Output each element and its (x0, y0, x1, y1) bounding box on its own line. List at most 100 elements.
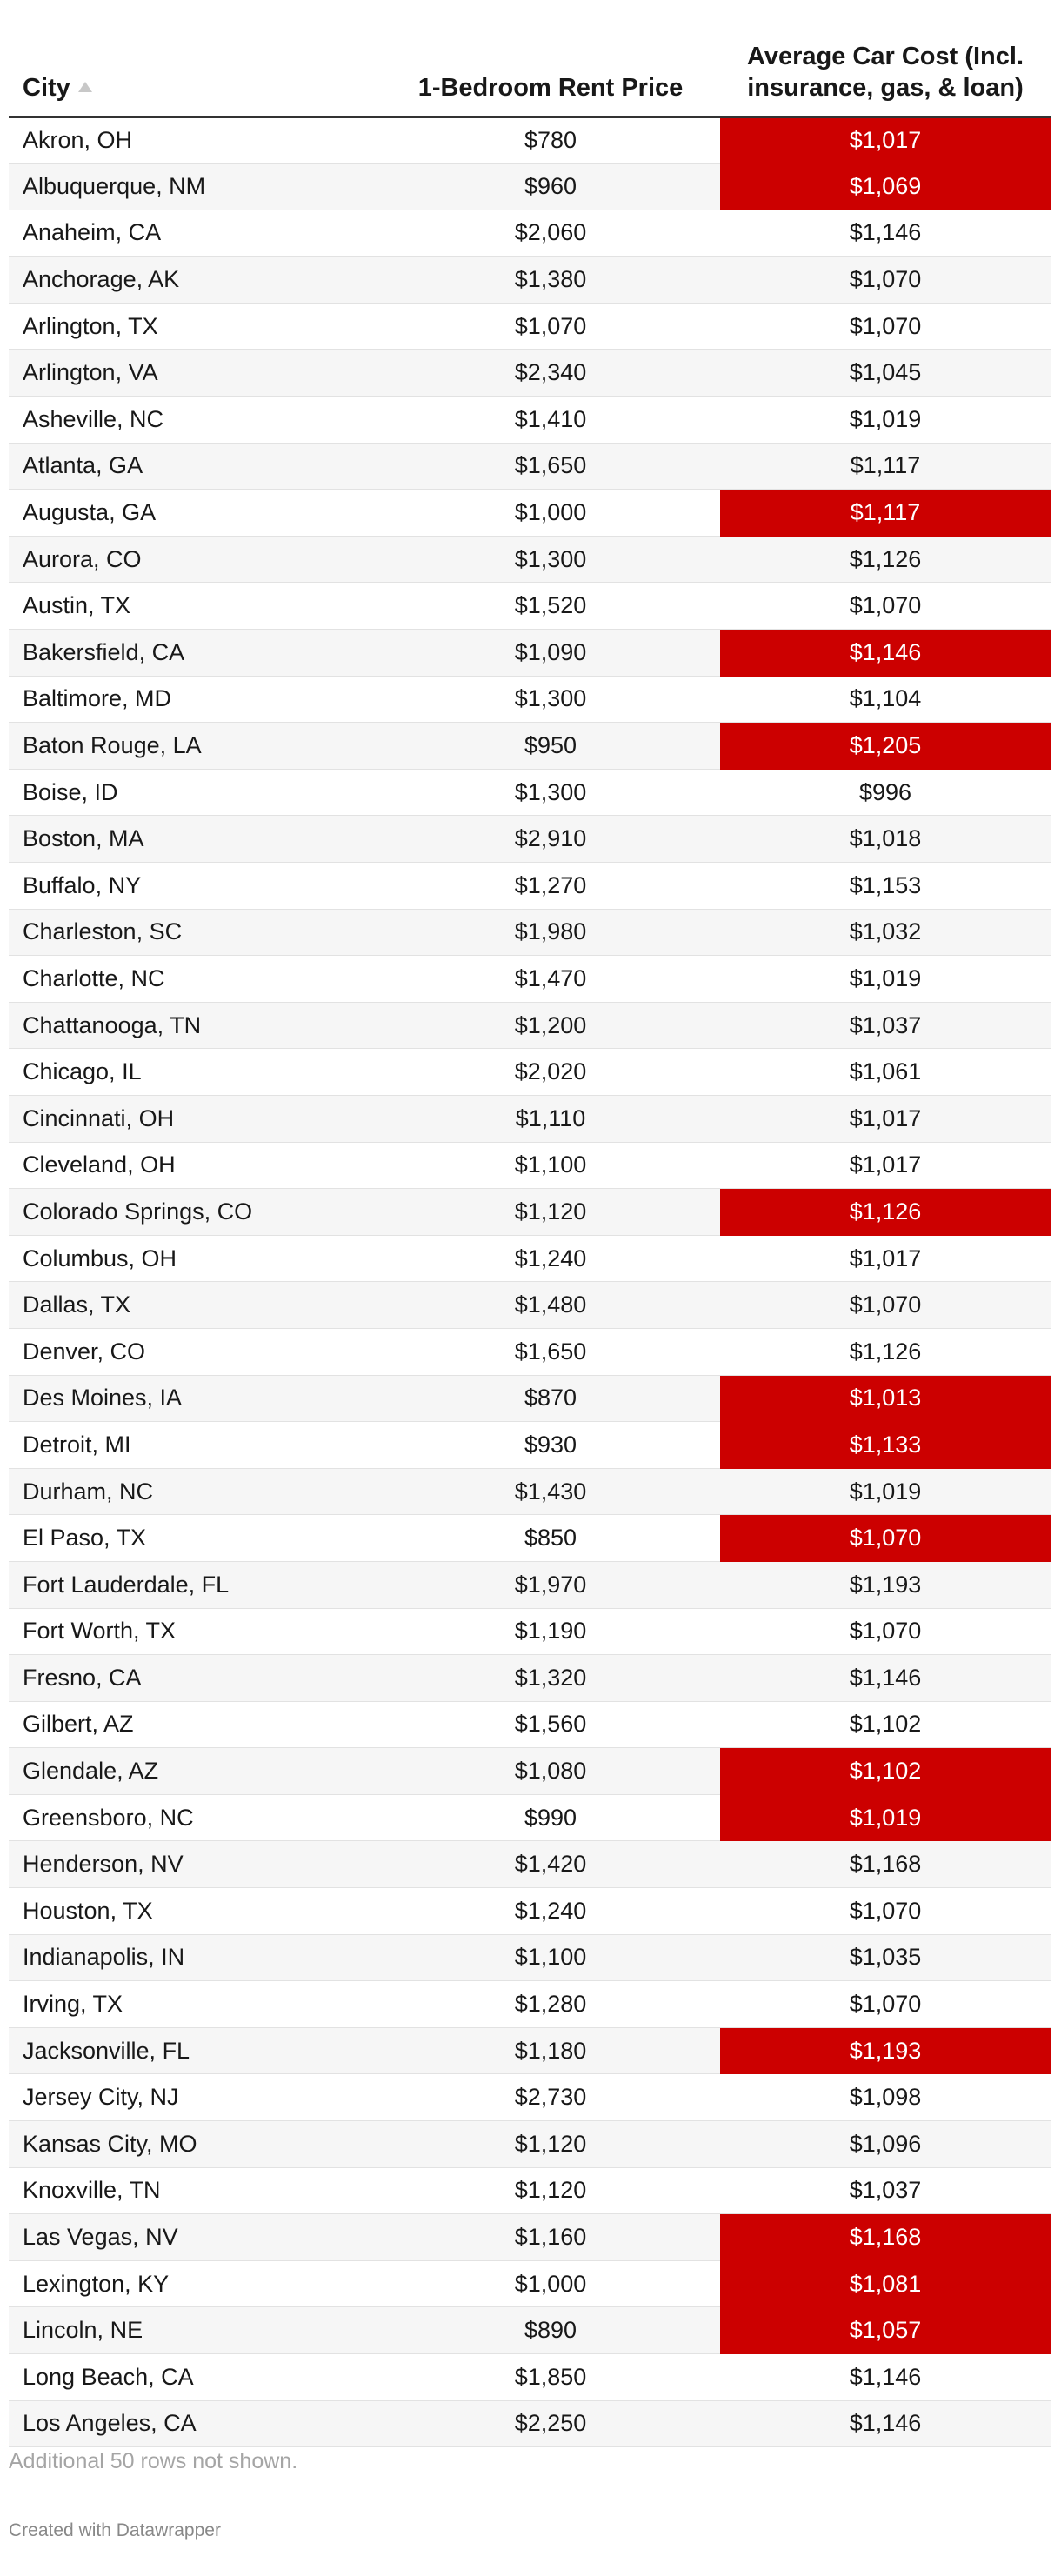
cell-car-cost: $1,146 (720, 2353, 1051, 2401)
cell-rent-price: $1,300 (381, 676, 720, 724)
cell-rent-price: $1,850 (381, 2353, 720, 2401)
table-row: Cincinnati, OH $1,110 $1,017 (9, 1095, 1051, 1143)
table-row: Austin, TX $1,520 $1,070 (9, 582, 1051, 631)
cell-rent-price: $1,100 (381, 1934, 720, 1982)
cell-car-cost: $1,096 (720, 2120, 1051, 2168)
cell-car-cost: $1,168 (720, 1840, 1051, 1889)
cell-car-cost: $1,045 (720, 349, 1051, 397)
cell-city: Columbus, OH (9, 1235, 381, 1283)
cell-rent-price: $1,000 (381, 2260, 720, 2308)
cell-car-cost-highlighted: $1,081 (720, 2260, 1051, 2308)
column-header-rent[interactable]: 1-Bedroom Rent Price (381, 33, 720, 118)
column-header-car-cost[interactable]: Average Car Cost (Incl. insurance, gas, … (720, 33, 1051, 118)
cell-rent-price: $950 (381, 722, 720, 770)
table-row: Buffalo, NY $1,270 $1,153 (9, 862, 1051, 910)
cell-rent-price: $1,190 (381, 1608, 720, 1656)
table-row: Fort Lauderdale, FL $1,970 $1,193 (9, 1561, 1051, 1609)
cell-rent-price: $1,410 (381, 396, 720, 444)
cell-rent-price: $1,420 (381, 1840, 720, 1889)
cell-car-cost: $1,018 (720, 815, 1051, 863)
cell-rent-price: $1,240 (381, 1235, 720, 1283)
cell-city: Akron, OH (9, 117, 381, 164)
cell-city: Aurora, CO (9, 536, 381, 584)
table-row: Anchorage, AK $1,380 $1,070 (9, 256, 1051, 304)
cell-rent-price: $2,250 (381, 2400, 720, 2448)
table-row: Gilbert, AZ $1,560 $1,102 (9, 1701, 1051, 1749)
cell-car-cost: $1,019 (720, 396, 1051, 444)
cell-car-cost-highlighted: $1,013 (720, 1375, 1051, 1423)
cell-city: Kansas City, MO (9, 2120, 381, 2168)
cell-rent-price: $1,650 (381, 443, 720, 491)
cell-car-cost-highlighted: $1,057 (720, 2306, 1051, 2354)
cell-car-cost: $1,146 (720, 1654, 1051, 1702)
table-row: Asheville, NC $1,410 $1,019 (9, 396, 1051, 444)
cell-car-cost: $1,019 (720, 955, 1051, 1003)
cell-rent-price: $2,060 (381, 210, 720, 257)
cell-city: Des Moines, IA (9, 1375, 381, 1423)
cell-rent-price: $2,910 (381, 815, 720, 863)
cell-car-cost: $1,037 (720, 2167, 1051, 2215)
cell-rent-price: $1,300 (381, 536, 720, 584)
cell-car-cost-highlighted: $1,019 (720, 1794, 1051, 1842)
cell-car-cost: $1,070 (720, 256, 1051, 304)
cell-rent-price: $960 (381, 163, 720, 210)
table-row: Jersey City, NJ $2,730 $1,098 (9, 2073, 1051, 2122)
cell-city: Bakersfield, CA (9, 629, 381, 677)
cell-city: El Paso, TX (9, 1514, 381, 1562)
cell-car-cost-highlighted: $1,102 (720, 1747, 1051, 1795)
column-header-city[interactable]: City (9, 33, 381, 118)
table-header: City 1-Bedroom Rent Price Average Car Co… (9, 33, 1051, 118)
cell-rent-price: $990 (381, 1794, 720, 1842)
cell-car-cost: $1,017 (720, 1235, 1051, 1283)
cell-car-cost: $1,017 (720, 1095, 1051, 1143)
credit-link[interactable]: Created with Datawrapper (9, 2520, 221, 2540)
cell-city: Boston, MA (9, 815, 381, 863)
cell-city: Chattanooga, TN (9, 1002, 381, 1050)
table-row: Jacksonville, FL $1,180 $1,193 (9, 2027, 1051, 2075)
cell-rent-price: $2,340 (381, 349, 720, 397)
cell-city: Jacksonville, FL (9, 2027, 381, 2075)
cell-city: Fort Lauderdale, FL (9, 1561, 381, 1609)
table-row: Knoxville, TN $1,120 $1,037 (9, 2167, 1051, 2215)
cell-city: Las Vegas, NV (9, 2213, 381, 2261)
cell-rent-price: $780 (381, 117, 720, 164)
sort-ascending-icon[interactable] (77, 81, 92, 92)
table-body: Akron, OH $780 $1,017 Albuquerque, NM $960 $1… (9, 117, 1051, 2448)
cell-car-cost: $996 (720, 769, 1051, 817)
data-table: City 1-Bedroom Rent Price Average Car Co… (9, 33, 1051, 2448)
cell-city: Baton Rouge, LA (9, 722, 381, 770)
header-row: City 1-Bedroom Rent Price Average Car Co… (9, 33, 1051, 118)
table-row: Long Beach, CA $1,850 $1,146 (9, 2353, 1051, 2401)
table-row: Lincoln, NE $890 $1,057 (9, 2306, 1051, 2354)
table-row: Charleston, SC $1,980 $1,032 (9, 909, 1051, 957)
cell-city: Irving, TX (9, 1980, 381, 2028)
column-header-car-cost-label: Average Car Cost (Incl. insurance, gas, … (746, 42, 1024, 102)
cell-car-cost: $1,117 (720, 443, 1051, 491)
cell-rent-price: $1,560 (381, 1701, 720, 1749)
cell-car-cost-highlighted: $1,193 (720, 2027, 1051, 2075)
column-header-city-label: City (23, 73, 70, 102)
table-row: Aurora, CO $1,300 $1,126 (9, 536, 1051, 584)
table-row: Boston, MA $2,910 $1,018 (9, 815, 1051, 863)
table-row: Boise, ID $1,300 $996 (9, 769, 1051, 817)
cell-rent-price: $1,000 (381, 489, 720, 537)
cell-car-cost-highlighted: $1,126 (720, 1188, 1051, 1236)
cell-city: Greensboro, NC (9, 1794, 381, 1842)
cell-car-cost-highlighted: $1,146 (720, 629, 1051, 677)
cell-car-cost: $1,032 (720, 909, 1051, 957)
cell-city: Atlanta, GA (9, 443, 381, 491)
table-row: Augusta, GA $1,000 $1,117 (9, 489, 1051, 537)
cell-city: Boise, ID (9, 769, 381, 817)
table-row: Bakersfield, CA $1,090 $1,146 (9, 629, 1051, 677)
cell-rent-price: $870 (381, 1375, 720, 1423)
cell-car-cost-highlighted: $1,133 (720, 1421, 1051, 1469)
table-row: Charlotte, NC $1,470 $1,019 (9, 955, 1051, 1003)
cell-city: Glendale, AZ (9, 1747, 381, 1795)
cell-car-cost: $1,070 (720, 582, 1051, 631)
cell-car-cost: $1,019 (720, 1468, 1051, 1516)
cell-city: Chicago, IL (9, 1048, 381, 1096)
table-row: Glendale, AZ $1,080 $1,102 (9, 1747, 1051, 1795)
table-row: Fort Worth, TX $1,190 $1,070 (9, 1608, 1051, 1656)
cell-rent-price: $1,270 (381, 862, 720, 910)
